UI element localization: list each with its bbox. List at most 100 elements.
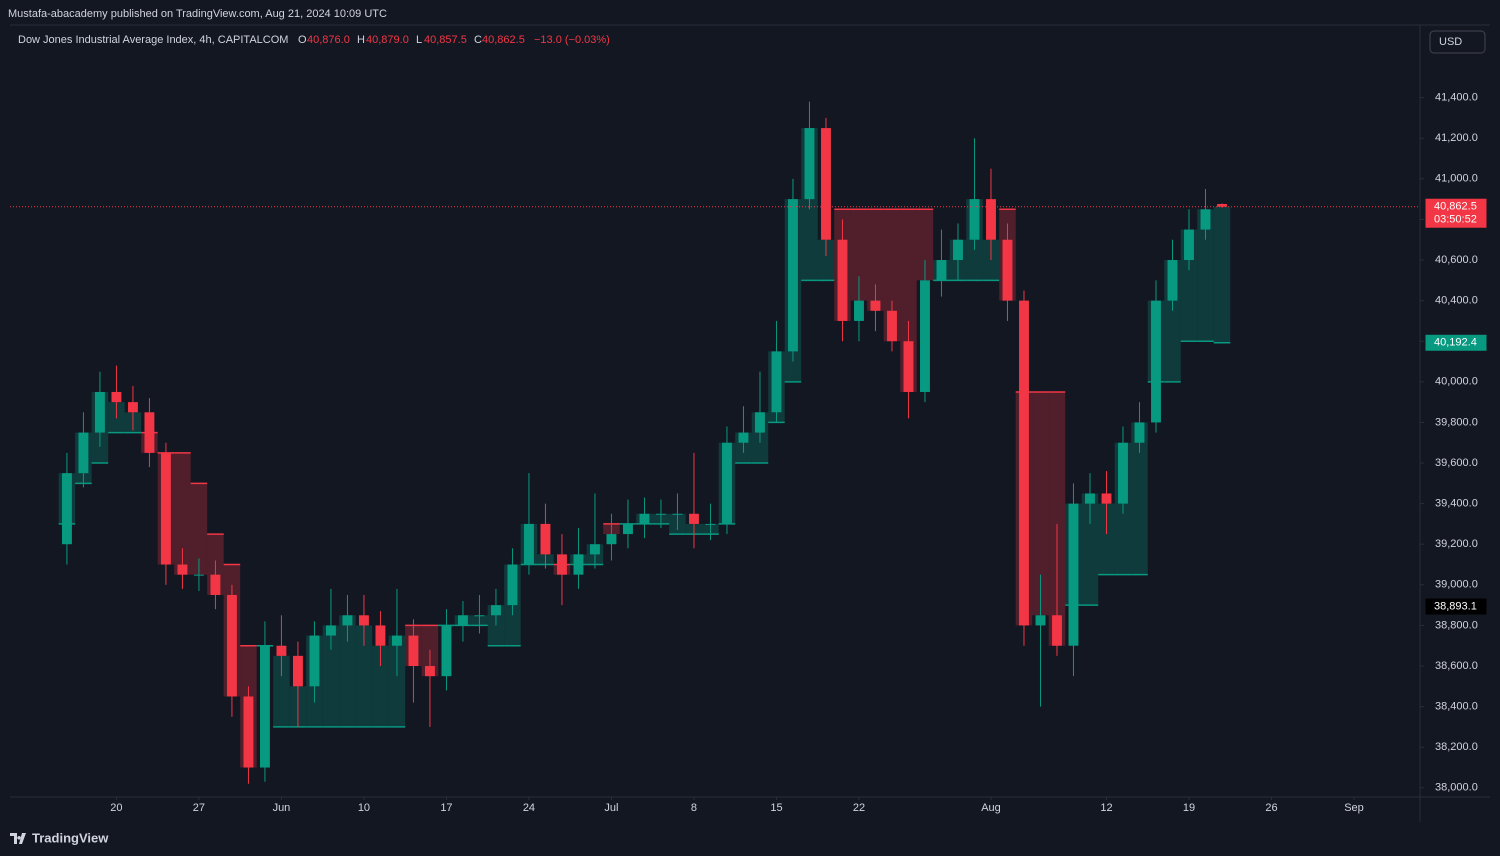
x-tick-label: 15 [770,802,782,814]
x-tick-label: 8 [691,802,697,814]
candle-body [276,645,287,656]
legend-value: 40,879.0 [366,34,409,46]
candle-body [639,513,650,524]
candle-body [788,199,798,352]
candle-body [689,513,699,524]
trail-fill [1197,209,1214,342]
candle-body [1151,300,1161,423]
legend: Dow Jones Industrial Average Index, 4h, … [18,34,610,46]
x-tick-label: Sep [1344,802,1364,814]
y-tick-label: 38,000.0 [1435,782,1478,794]
y-tick-label: 38,400.0 [1435,701,1478,713]
trail-fill [1032,391,1049,616]
trail-fill [174,452,191,575]
price-tag [1425,334,1487,351]
price-tag-label: 40,862.5 [1434,201,1477,213]
logo: TradingView [10,830,109,845]
candle-body [1118,442,1128,504]
candle-body [755,412,765,433]
candle-body [1085,493,1095,504]
trail-fill [1131,422,1148,575]
trail-fill [322,625,340,727]
price-tag-label: 40,192.4 [1434,337,1477,349]
candle-body [804,128,815,200]
symbol-title: Dow Jones Industrial Average Index, 4h, … [18,34,288,46]
trail-fill [850,209,868,301]
candle-body [177,564,188,575]
price-tag-label: 38,893.1 [1434,600,1477,612]
candle-body [722,442,732,524]
candle-body [1068,503,1079,646]
x-tick-label: 24 [523,802,535,814]
candle-body [1217,204,1227,207]
candle-body [623,523,633,535]
trail-fill [883,209,901,342]
x-tick-label: 10 [358,802,370,814]
y-tick-label: 41,400.0 [1435,92,1478,104]
candle-body [903,341,914,392]
candle-body [573,554,584,575]
currency[interactable]: USD [1439,36,1462,48]
candle-body [1052,615,1062,646]
candle-body [342,615,353,626]
y-tick-label: 39,600.0 [1435,457,1478,469]
legend-key: C [474,34,482,46]
candle-body [738,432,749,443]
candle-body [1101,493,1112,504]
candle-body [160,452,171,565]
candle-body [441,625,452,677]
price-tag [1425,198,1487,228]
trail-fill [1213,206,1231,343]
y-tick-label: 39,200.0 [1435,538,1478,550]
trail-fill [1048,391,1066,646]
legend-key: O [298,34,307,46]
y-tick-label: 41,000.0 [1435,173,1478,185]
candle-body [61,473,72,545]
candle-body [325,625,336,636]
candle-body [474,615,485,617]
trail-fill [388,635,406,727]
legend-key: H [357,34,365,46]
candle-body [870,300,881,311]
candle-body [1184,229,1194,261]
footer-brand: TradingView [32,830,109,845]
legend-key: L [416,34,422,46]
candle-body [672,513,683,515]
x-tick-label: Jun [273,802,291,814]
published: Mustafa-abacademy published on TradingVi… [8,8,387,20]
legend-value: 40,857.5 [424,34,467,46]
candle-body [1134,422,1145,443]
trail-fill [867,209,884,311]
y-tick-label: 40,000.0 [1435,376,1478,388]
trail-fill [372,645,389,727]
candle-body [491,605,501,616]
currency-button[interactable] [1429,30,1486,54]
trail-fill [1098,503,1115,575]
candle-body [457,615,468,626]
candle-body [309,635,320,687]
candle-body [590,544,600,555]
candle-body [193,574,204,576]
candle-body [656,513,666,515]
price-tag [1425,598,1487,615]
legend-change: −13.0 (−0.03%) [534,34,610,46]
candle-body [111,391,122,403]
y-tick-label: 39,400.0 [1435,498,1478,510]
candle-body [705,523,716,525]
trail-fill [1081,493,1099,606]
candle-body [771,351,782,413]
candle-body [524,523,534,565]
trail-fill [339,615,356,727]
candle-body [127,402,138,413]
y-tick-label: 39,000.0 [1435,579,1478,591]
candle-body [243,696,254,768]
y-tick-label: 38,600.0 [1435,660,1478,672]
y-tick-label: 40,600.0 [1435,254,1478,266]
candle-body [1002,239,1013,301]
candle-body [94,391,105,433]
candle-body [821,128,831,240]
candle-body [408,635,419,667]
candle-body [986,199,996,240]
